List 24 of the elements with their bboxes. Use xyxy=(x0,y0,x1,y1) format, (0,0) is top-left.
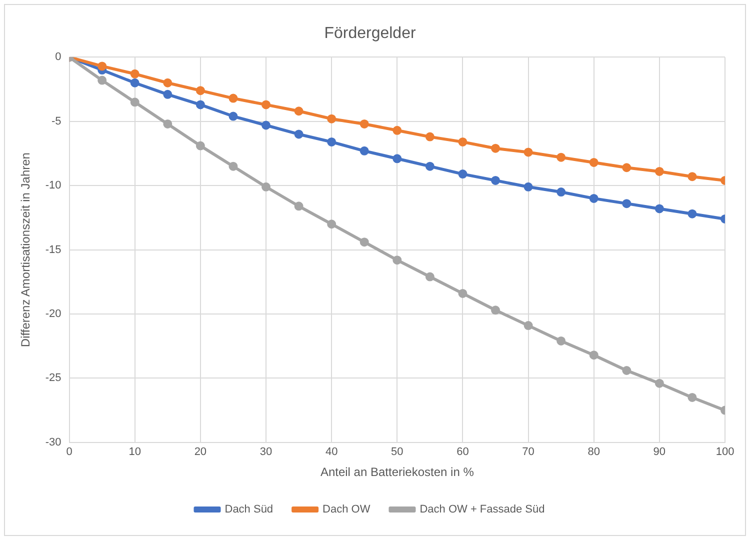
x-tick-label: 70 xyxy=(522,446,534,458)
y-tick-label: -10 xyxy=(45,180,62,192)
y-tick-label: -15 xyxy=(45,244,62,256)
x-tick-label: 10 xyxy=(128,446,141,458)
y-axis-title: Differenz Amortisationszeit in Jahren xyxy=(18,152,33,348)
x-tick-label: 90 xyxy=(653,446,666,458)
chart-title: Fördergelder xyxy=(324,25,416,42)
y-tick-label: -20 xyxy=(45,308,62,320)
x-tick-label: 100 xyxy=(716,446,734,458)
x-tick-label: 30 xyxy=(260,446,272,458)
x-axis-title: Anteil an Batteriekosten in % xyxy=(320,465,474,480)
x-tick-label: 20 xyxy=(194,446,207,458)
x-tick-label: 0 xyxy=(66,446,72,458)
legend-label: Dach OW + Fassade Süd xyxy=(420,504,545,516)
y-tick-label: -5 xyxy=(52,115,62,128)
x-tick-label: 50 xyxy=(391,446,404,458)
y-tick-label: -25 xyxy=(45,372,62,384)
legend-label: Dach Süd xyxy=(224,504,274,516)
x-tick-label: 60 xyxy=(456,446,469,458)
y-tick-label: -30 xyxy=(45,436,62,448)
x-tick-label: 80 xyxy=(588,446,600,458)
y-tick-label: 0 xyxy=(55,51,62,64)
x-tick-label: 40 xyxy=(325,446,338,458)
legend-label: Dach OW xyxy=(322,504,371,516)
